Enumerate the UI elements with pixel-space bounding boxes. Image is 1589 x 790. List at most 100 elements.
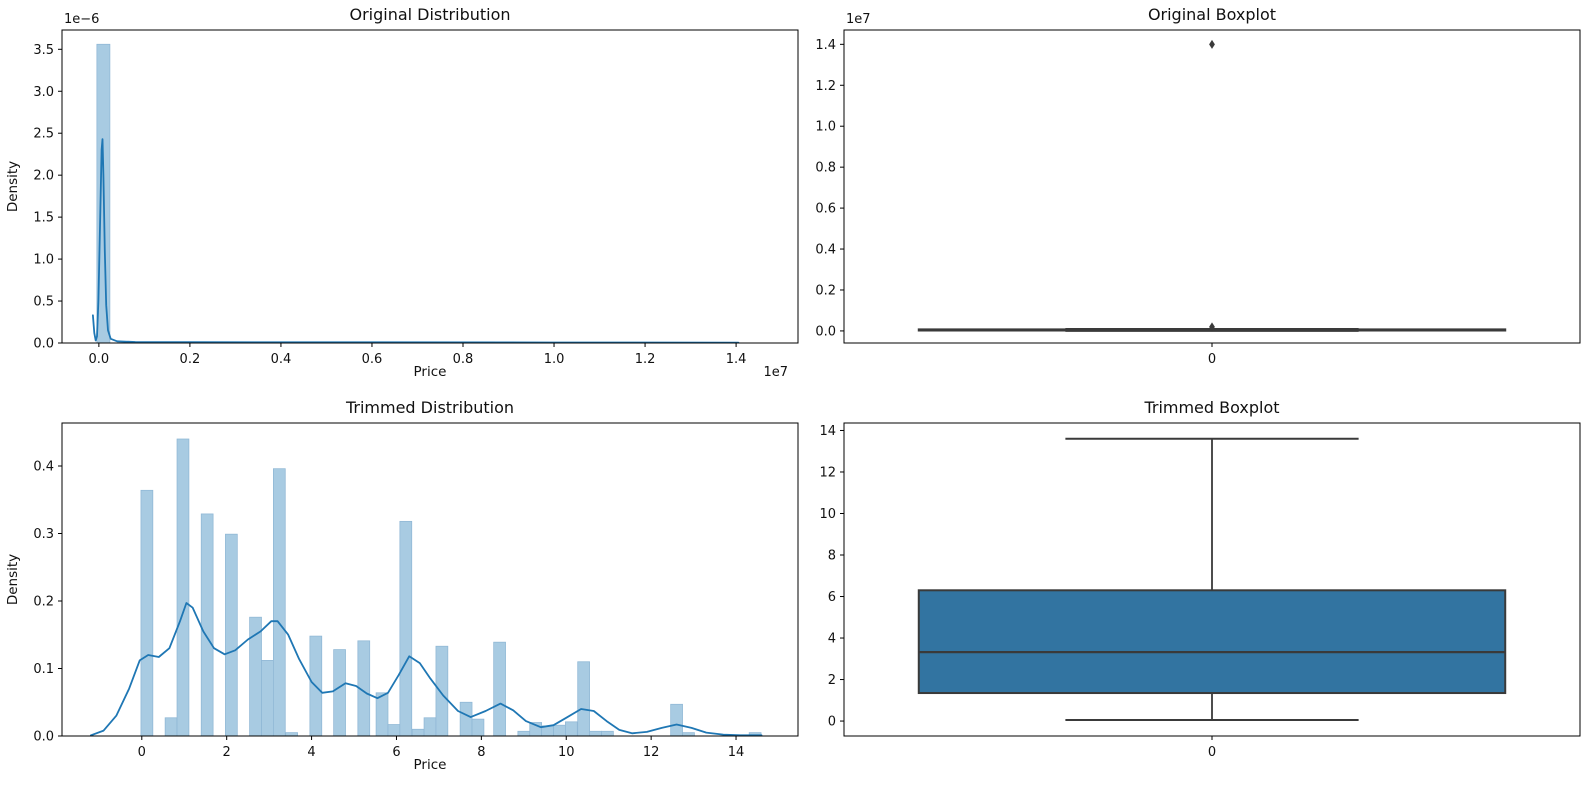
- y-tick-label: 10: [819, 507, 836, 522]
- y-tick-label: 14: [819, 424, 836, 439]
- axes-frame: [61, 422, 799, 737]
- y-tick-label: 0.0: [815, 324, 836, 339]
- trimmed-boxplot: 0 0 2 4 6 8 10 12 14 Trimmed Boxplot: [819, 398, 1581, 760]
- y-tick-label: 1.4: [815, 38, 836, 53]
- trimmed-distribution: 0 2 4 6 8 10 12 14 0.0 0.1 0.2 0.3 0.4 Trimmed Distri…: [5, 398, 799, 773]
- y-tick-label: 8: [828, 549, 836, 564]
- y-tick-label: 0.4: [815, 243, 836, 258]
- histogram-bar: [273, 468, 286, 736]
- histogram-bar: [589, 730, 602, 736]
- histogram-bar: [387, 724, 401, 736]
- x-axis-label: Price: [414, 364, 447, 380]
- histogram-bar: [748, 732, 762, 736]
- x-tick-label: 14: [728, 745, 745, 760]
- histogram-bar: [140, 489, 154, 736]
- histogram-bar: [164, 717, 178, 736]
- x-tick-label: 0.0: [89, 352, 110, 367]
- histogram-bar: [399, 520, 413, 736]
- histogram-bar: [200, 513, 214, 736]
- histogram-bar: [423, 717, 437, 736]
- histogram-bar: [553, 724, 566, 736]
- kde-curve: [92, 138, 740, 343]
- chart-title: Original Boxplot: [1148, 5, 1276, 24]
- x-tick-label: 4: [307, 745, 315, 760]
- histogram-bar: [225, 533, 238, 736]
- y-tick-label: 0.2: [815, 283, 836, 298]
- original-boxplot-content: [917, 39, 1507, 332]
- y-tick-label: 12: [819, 465, 836, 480]
- y-tick-label: 3.0: [33, 85, 54, 100]
- y-tick-label: 2: [828, 673, 836, 688]
- trimmed-distribution-content: [90, 438, 763, 736]
- kde-curve: [90, 602, 763, 736]
- y-tick-label: 1.2: [815, 79, 836, 94]
- original-boxplot: 0 0.0 0.2 0.4 0.6 0.8 1.0 1.2 1.4 Original Boxplo…: [815, 5, 1581, 367]
- outlier-marker: [1209, 322, 1215, 332]
- x-tick-label: 0: [138, 745, 146, 760]
- y-axis-label: Density: [5, 161, 21, 212]
- x-tick-label: 1.0: [544, 352, 565, 367]
- y-offset-label: 1e7: [846, 12, 871, 27]
- x-tick-label: 0.8: [453, 352, 474, 367]
- y-tick-label: 0.3: [33, 527, 54, 542]
- x-tick-label: 2: [223, 745, 231, 760]
- histogram-bar: [517, 730, 531, 736]
- x-tick-label: 10: [558, 745, 575, 760]
- histogram-bar: [471, 718, 485, 736]
- histogram-bar: [333, 649, 346, 736]
- y-offset-label: 1e−6: [64, 12, 99, 27]
- y-tick-label: 2.5: [33, 127, 54, 142]
- histogram-bar: [459, 701, 473, 736]
- y-tick-label: 1.0: [33, 253, 54, 268]
- histogram-bar: [670, 703, 683, 736]
- y-tick-label: 0.4: [33, 459, 54, 474]
- x-tick-label: 0: [1208, 745, 1216, 760]
- chart-title: Original Distribution: [349, 5, 510, 24]
- histogram-bar: [682, 732, 695, 736]
- x-tick-label: 1.2: [635, 352, 656, 367]
- histogram-bar: [176, 438, 190, 736]
- histogram-bar: [493, 641, 506, 736]
- y-tick-label: 1.0: [815, 120, 836, 135]
- y-tick-label: 0: [828, 715, 836, 730]
- original-distribution-content: [92, 43, 740, 343]
- y-tick-label: 0.1: [33, 662, 54, 677]
- histogram-bar: [261, 660, 274, 736]
- x-tick-label: 1.4: [726, 352, 747, 367]
- chart-title: Trimmed Distribution: [345, 398, 514, 417]
- y-tick-label: 0.2: [33, 594, 54, 609]
- y-tick-label: 0.8: [815, 161, 836, 176]
- y-tick-label: 2.0: [33, 169, 54, 184]
- x-tick-label: 12: [643, 745, 660, 760]
- y-tick-label: 0.0: [33, 730, 54, 745]
- x-tick-label: 8: [477, 745, 485, 760]
- histogram-bar: [601, 730, 614, 736]
- y-tick-label: 0.6: [815, 202, 836, 217]
- y-tick-label: 0.0: [33, 337, 54, 352]
- x-tick-label: 0.6: [362, 352, 383, 367]
- original-distribution: 0.0 0.2 0.4 0.6 0.8 1.0 1.2 1.4 0.0 0.5 1.0 1.5 2.0 2…: [5, 5, 799, 380]
- y-axis-label: Density: [5, 554, 21, 605]
- histogram-bar: [411, 728, 425, 736]
- x-tick-label: 0.2: [180, 352, 201, 367]
- box: [917, 589, 1507, 695]
- y-tick-label: 1.5: [33, 211, 54, 226]
- axes-frame: [61, 29, 799, 344]
- y-tick-label: 4: [828, 632, 836, 647]
- x-offset-label: 1e7: [763, 365, 788, 380]
- y-tick-label: 6: [828, 590, 836, 605]
- x-tick-label: 6: [392, 745, 400, 760]
- histogram-bar: [285, 732, 298, 736]
- trimmed-boxplot-content: [917, 437, 1507, 722]
- x-tick-label: 0.4: [271, 352, 292, 367]
- x-axis-label: Price: [414, 757, 447, 773]
- y-tick-label: 3.5: [33, 43, 54, 58]
- histogram-bar: [565, 721, 578, 736]
- histogram-bar: [577, 661, 590, 736]
- x-tick-label: 0: [1208, 352, 1216, 367]
- chart-title: Trimmed Boxplot: [1143, 398, 1279, 417]
- outlier-marker: [1209, 39, 1215, 49]
- histogram-bar: [375, 692, 389, 736]
